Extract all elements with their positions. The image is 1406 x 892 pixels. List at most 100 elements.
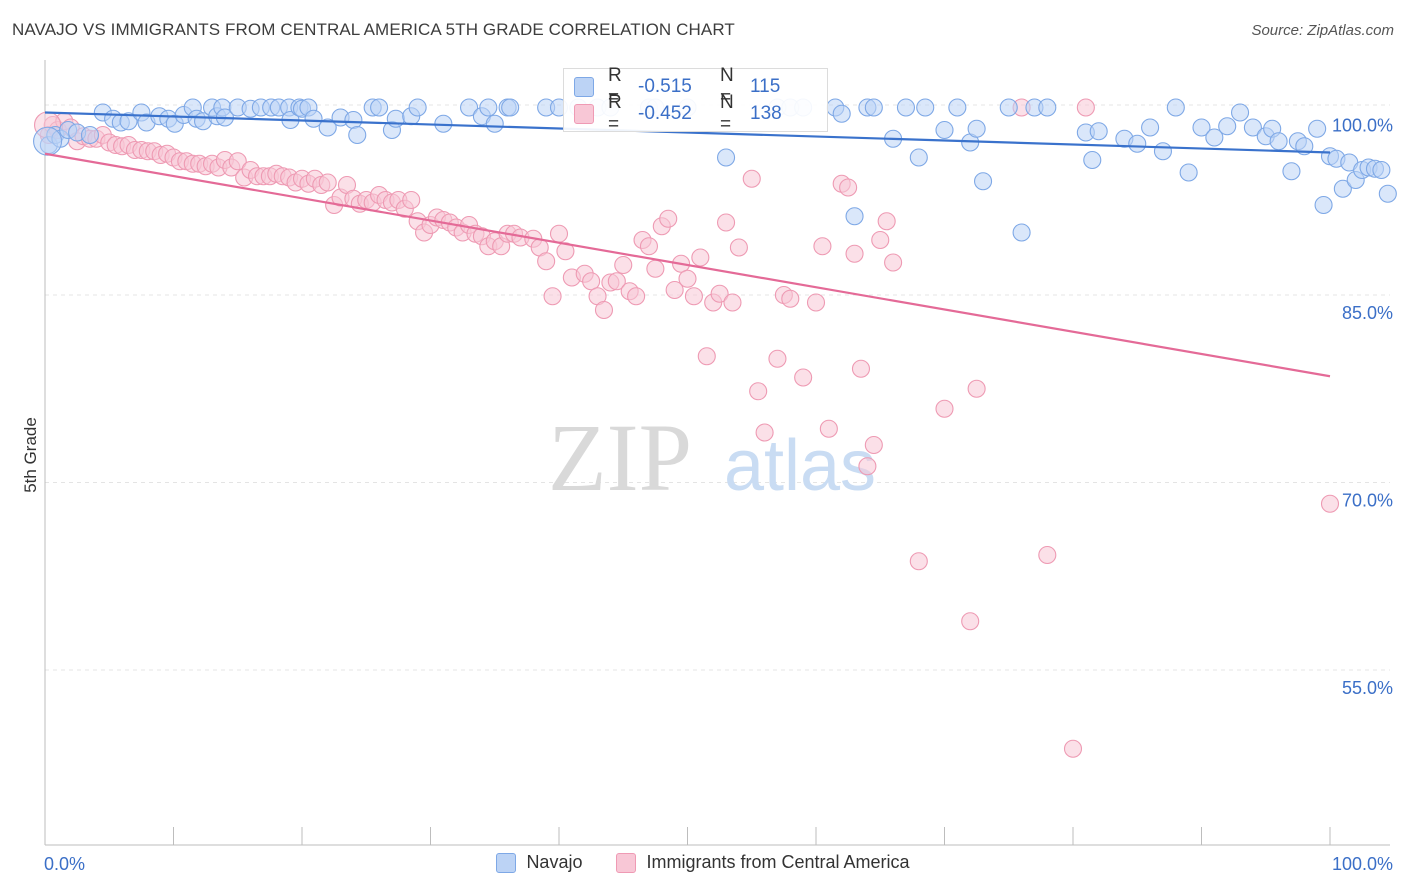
legend-item-navajo[interactable]: Navajo bbox=[496, 852, 582, 873]
navajo-point bbox=[1141, 118, 1160, 137]
navajo-point bbox=[948, 98, 967, 117]
navajo-point bbox=[967, 119, 986, 138]
navajo-point bbox=[1269, 132, 1288, 151]
navajo-point bbox=[459, 98, 479, 117]
navajo-point bbox=[1128, 134, 1147, 153]
immigrants-point bbox=[884, 253, 903, 272]
immigrants-point bbox=[710, 284, 729, 303]
r-label: R = bbox=[608, 65, 622, 108]
immigrants-point bbox=[614, 255, 633, 275]
watermark-atlas: atlas bbox=[724, 426, 876, 506]
navajo-point bbox=[1314, 195, 1333, 215]
immigrants-point bbox=[935, 399, 954, 418]
navajo-point bbox=[1089, 122, 1108, 141]
x-tick-label: 0.0% bbox=[44, 854, 85, 874]
n-label: N = bbox=[720, 65, 734, 108]
immigrants-point bbox=[871, 230, 890, 250]
navajo-point bbox=[845, 207, 864, 226]
navajo-point bbox=[1333, 179, 1352, 198]
navajo-point bbox=[304, 109, 323, 128]
y-tick-label: 85.0% bbox=[1342, 303, 1393, 323]
navajo-swatch bbox=[574, 77, 594, 97]
immigrants-point bbox=[697, 347, 716, 366]
immigrants-point bbox=[537, 252, 556, 271]
immigrants-point bbox=[684, 287, 703, 306]
navajo-point bbox=[916, 98, 935, 117]
navajo-point bbox=[1218, 117, 1237, 136]
immigrants-point bbox=[402, 190, 421, 210]
immigrants-point bbox=[716, 213, 736, 232]
navajo-point bbox=[80, 125, 100, 145]
immigrants-point bbox=[839, 178, 858, 197]
navajo-point bbox=[1378, 184, 1397, 203]
y-axis-label: 5th Grade bbox=[21, 417, 40, 493]
immigrants-point bbox=[691, 248, 710, 267]
immigrants-point bbox=[851, 359, 871, 378]
legend-label-immigrants: Immigrants from Central America bbox=[646, 852, 910, 872]
immigrants-point bbox=[646, 259, 665, 278]
immigrants-trend-line bbox=[44, 152, 1331, 378]
stats-legend: R = -0.515 N = 115 R = -0.452 N = 138 bbox=[563, 65, 828, 135]
immigrants-point bbox=[845, 244, 864, 263]
immigrants-point bbox=[864, 435, 883, 455]
legend-item-immigrants[interactable]: Immigrants from Central America bbox=[616, 852, 910, 873]
navajo-point bbox=[1083, 150, 1102, 170]
immigrants-point bbox=[967, 379, 986, 398]
navajo-point bbox=[1038, 98, 1057, 117]
immigrants-point bbox=[678, 269, 697, 288]
r-value: -0.452 bbox=[638, 103, 692, 124]
navajo-point bbox=[832, 104, 851, 123]
navajo-point bbox=[1372, 160, 1391, 180]
immigrants-point bbox=[749, 382, 768, 401]
immigrants-points bbox=[34, 98, 1340, 758]
navajo-point bbox=[479, 98, 498, 117]
watermark-zip: ZIP bbox=[548, 404, 692, 511]
navajo-point bbox=[318, 118, 337, 137]
immigrants-point bbox=[318, 173, 337, 192]
legend-label-navajo: Navajo bbox=[526, 852, 583, 872]
immigrants-point bbox=[594, 300, 614, 320]
immigrants-point bbox=[549, 224, 569, 243]
immigrants-point bbox=[1063, 739, 1083, 758]
navajo-point bbox=[896, 98, 916, 117]
y-tick-label: 100.0% bbox=[1332, 116, 1393, 136]
immigrants-point bbox=[813, 237, 832, 256]
immigrants-point bbox=[877, 212, 896, 231]
source-label: Source: ZipAtlas.com bbox=[1251, 22, 1394, 39]
trend-lines bbox=[44, 111, 1331, 378]
navajo-point bbox=[1205, 128, 1224, 147]
immigrants-point bbox=[858, 457, 877, 476]
navajo-point bbox=[1192, 118, 1211, 137]
navajo-point bbox=[1243, 118, 1262, 137]
navajo-point bbox=[716, 148, 736, 167]
y-tick-label: 70.0% bbox=[1342, 491, 1393, 511]
immigrants-point bbox=[819, 419, 838, 438]
immigrants-point bbox=[607, 272, 626, 291]
r-value: -0.515 bbox=[638, 76, 692, 97]
navajo-point bbox=[909, 148, 928, 167]
immigrants-point bbox=[794, 368, 813, 387]
navajo-point bbox=[501, 98, 520, 117]
n-value: 138 bbox=[750, 103, 782, 124]
chart-title: NAVAJO VS IMMIGRANTS FROM CENTRAL AMERIC… bbox=[12, 20, 735, 39]
stats-row-navajo: R = -0.515 N = 115 bbox=[574, 65, 780, 108]
immigrants-point bbox=[729, 238, 748, 257]
axes bbox=[44, 60, 1390, 846]
immigrants-point bbox=[755, 423, 774, 442]
navajo-point bbox=[1166, 98, 1185, 117]
immigrants-point bbox=[1076, 98, 1095, 117]
navajo-point bbox=[119, 112, 138, 131]
immigrants-swatch bbox=[574, 104, 594, 124]
immigrants-point bbox=[781, 289, 800, 308]
immigrants-point bbox=[582, 272, 601, 291]
immigrants-point bbox=[665, 280, 684, 300]
navajo-point bbox=[1231, 103, 1250, 122]
navajo-point bbox=[485, 114, 504, 133]
immigrants-point bbox=[961, 612, 980, 631]
x-tick-label: 100.0% bbox=[1332, 854, 1393, 874]
navajo-trend-line bbox=[44, 111, 1331, 154]
immigrants-point bbox=[1320, 494, 1340, 513]
navajo-legend-swatch bbox=[496, 852, 517, 873]
navajo-point bbox=[370, 98, 389, 117]
y-tick-label: 55.0% bbox=[1342, 678, 1393, 698]
